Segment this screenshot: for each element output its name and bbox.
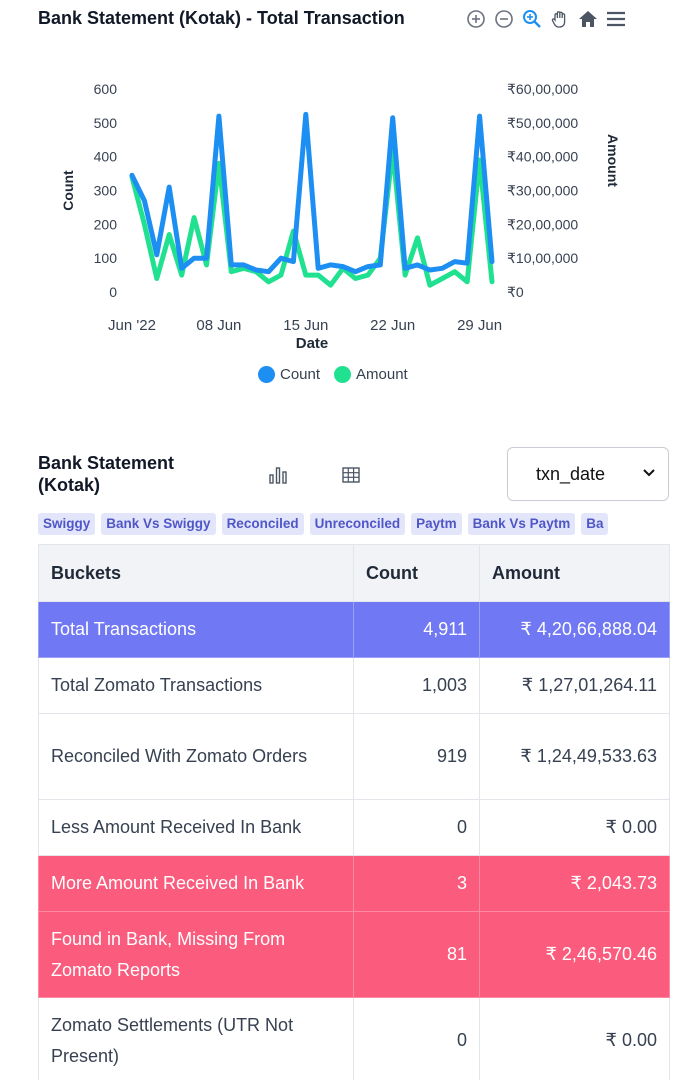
amount-cell: ₹ 4,20,66,888.04 xyxy=(479,601,670,658)
y-right-tick-label: ₹10,00,000 xyxy=(507,250,578,266)
zoom-in-icon[interactable] xyxy=(463,6,489,32)
x-tick-label: Jun '22 xyxy=(108,317,156,334)
table-row[interactable]: Less Amount Received In Bank 0 ₹ 0.00 xyxy=(38,799,670,856)
select-value: txn_date xyxy=(536,463,606,484)
legend-marker-count xyxy=(258,366,275,383)
count-cell: 1,003 xyxy=(353,657,480,714)
legend-item-count[interactable]: Count xyxy=(258,366,320,383)
amount-cell: ₹ 1,27,01,264.11 xyxy=(479,657,670,714)
y-left-tick-label: 300 xyxy=(94,183,118,199)
table-row[interactable]: Total Transactions 4,911 ₹ 4,20,66,888.0… xyxy=(38,601,670,658)
count-cell: 919 xyxy=(353,713,480,800)
bucket-cell: Reconciled With Zomato Orders xyxy=(38,713,354,800)
bucket-cell: Less Amount Received In Bank xyxy=(38,799,354,856)
tag-bank-vs-paytm[interactable]: Bank Vs Paytm xyxy=(467,513,576,535)
y-right-tick-label: ₹20,00,000 xyxy=(507,216,578,232)
x-tick-label: 22 Jun xyxy=(370,317,415,334)
pan-icon[interactable] xyxy=(547,6,573,32)
count-cell: 3 xyxy=(353,855,480,912)
y-right-tick-label: ₹50,00,000 xyxy=(507,115,578,131)
y-left-axis-title: Count xyxy=(60,170,76,211)
bucket-cell: More Amount Received In Bank xyxy=(38,855,354,912)
table-row[interactable]: Total Zomato Transactions 1,003 ₹ 1,27,0… xyxy=(38,657,670,714)
y-left-tick-label: 200 xyxy=(94,216,118,232)
y-right-tick-label: ₹0 xyxy=(507,284,524,300)
tag-reconciled[interactable]: Reconciled xyxy=(221,513,304,535)
table-row[interactable]: Found in Bank, Missing From Zomato Repor… xyxy=(38,911,670,998)
x-tick-label: 15 Jun xyxy=(283,317,328,334)
y-left-tick-label: 500 xyxy=(94,115,118,131)
tag-truncated[interactable]: Ba xyxy=(581,513,609,535)
bucket-cell: Zomato Settlements (UTR Not Present) xyxy=(38,997,354,1080)
y-right-axis-title: Amount xyxy=(605,134,621,187)
y-right-tick-label: ₹40,00,000 xyxy=(507,149,578,165)
column-header-count[interactable]: Count xyxy=(353,544,480,602)
filter-tags: Swiggy Bank Vs Swiggy Reconciled Unreconcil… xyxy=(38,513,681,535)
count-cell: 0 xyxy=(353,799,480,856)
column-header-amount[interactable]: Amount xyxy=(479,544,670,602)
y-right-tick-label: ₹60,00,000 xyxy=(507,81,578,97)
amount-cell: ₹ 2,46,570.46 xyxy=(479,911,670,998)
series-line-count xyxy=(129,111,495,275)
y-left-tick-label: 0 xyxy=(109,284,117,300)
tag-unreconciled[interactable]: Unreconciled xyxy=(309,513,406,535)
selection-zoom-icon[interactable] xyxy=(519,6,545,32)
count-cell: 4,911 xyxy=(353,601,480,658)
zoom-out-icon[interactable] xyxy=(491,6,517,32)
legend-marker-amount xyxy=(334,366,352,383)
column-header-buckets[interactable]: Buckets xyxy=(38,544,354,602)
table-row[interactable]: Reconciled With Zomato Orders 919 ₹ 1,24… xyxy=(38,713,670,800)
x-axis-title: Date xyxy=(296,335,329,352)
chart-toolbar xyxy=(463,6,629,32)
amount-cell: ₹ 0.00 xyxy=(479,997,670,1080)
table-row[interactable]: Zomato Settlements (UTR Not Present) 0 ₹… xyxy=(38,997,670,1080)
count-cell: 81 xyxy=(353,911,480,998)
tag-bank-vs-swiggy[interactable]: Bank Vs Swiggy xyxy=(101,513,216,535)
table-view-icon[interactable] xyxy=(338,462,364,488)
table-row[interactable]: More Amount Received In Bank 3 ₹ 2,043.7… xyxy=(38,855,670,912)
count-cell: 0 xyxy=(353,997,480,1080)
y-right-tick-label: ₹30,00,000 xyxy=(507,183,578,199)
line-chart: 0 100 200 300 400 500 600 ₹0 ₹10,00,000 ₹20,00,00… xyxy=(60,81,621,352)
series-line-amount xyxy=(129,147,495,288)
chart-card: Bank Statement (Kotak) - Total Transacti… xyxy=(0,0,681,400)
x-tick-label: 29 Jun xyxy=(457,317,502,334)
date-field-select[interactable]: txn_date xyxy=(507,447,669,501)
legend-item-amount[interactable]: Amount xyxy=(334,366,408,383)
y-left-tick-label: 600 xyxy=(94,81,118,97)
y-left-tick-label: 400 xyxy=(94,149,118,165)
amount-cell: ₹ 0.00 xyxy=(479,799,670,856)
x-tick-label: 08 Jun xyxy=(196,317,241,334)
chart-legend: Count Amount xyxy=(258,366,408,383)
bar-chart-view-icon[interactable] xyxy=(265,462,291,488)
report-title: Bank Statement (Kotak) xyxy=(38,453,175,495)
chart-title: Bank Statement (Kotak) - Total Transacti… xyxy=(38,8,405,28)
chevron-down-icon xyxy=(643,469,655,477)
tag-paytm[interactable]: Paytm xyxy=(411,513,462,535)
bucket-cell: Total Zomato Transactions xyxy=(38,657,354,714)
bucket-cell: Found in Bank, Missing From Zomato Repor… xyxy=(38,911,354,998)
buckets-table: Buckets Count Amount Total Transactions … xyxy=(38,544,670,1080)
tag-swiggy[interactable]: Swiggy xyxy=(38,513,96,535)
home-icon[interactable] xyxy=(575,6,601,32)
table-header-row: Buckets Count Amount xyxy=(38,544,670,602)
menu-icon[interactable] xyxy=(603,6,629,32)
amount-cell: ₹ 2,043.73 xyxy=(479,855,670,912)
legend-label-count: Count xyxy=(280,366,321,383)
legend-label-amount: Amount xyxy=(356,366,408,383)
y-left-tick-label: 100 xyxy=(94,250,118,266)
bucket-cell: Total Transactions xyxy=(38,601,354,658)
amount-cell: ₹ 1,24,49,533.63 xyxy=(479,713,670,800)
